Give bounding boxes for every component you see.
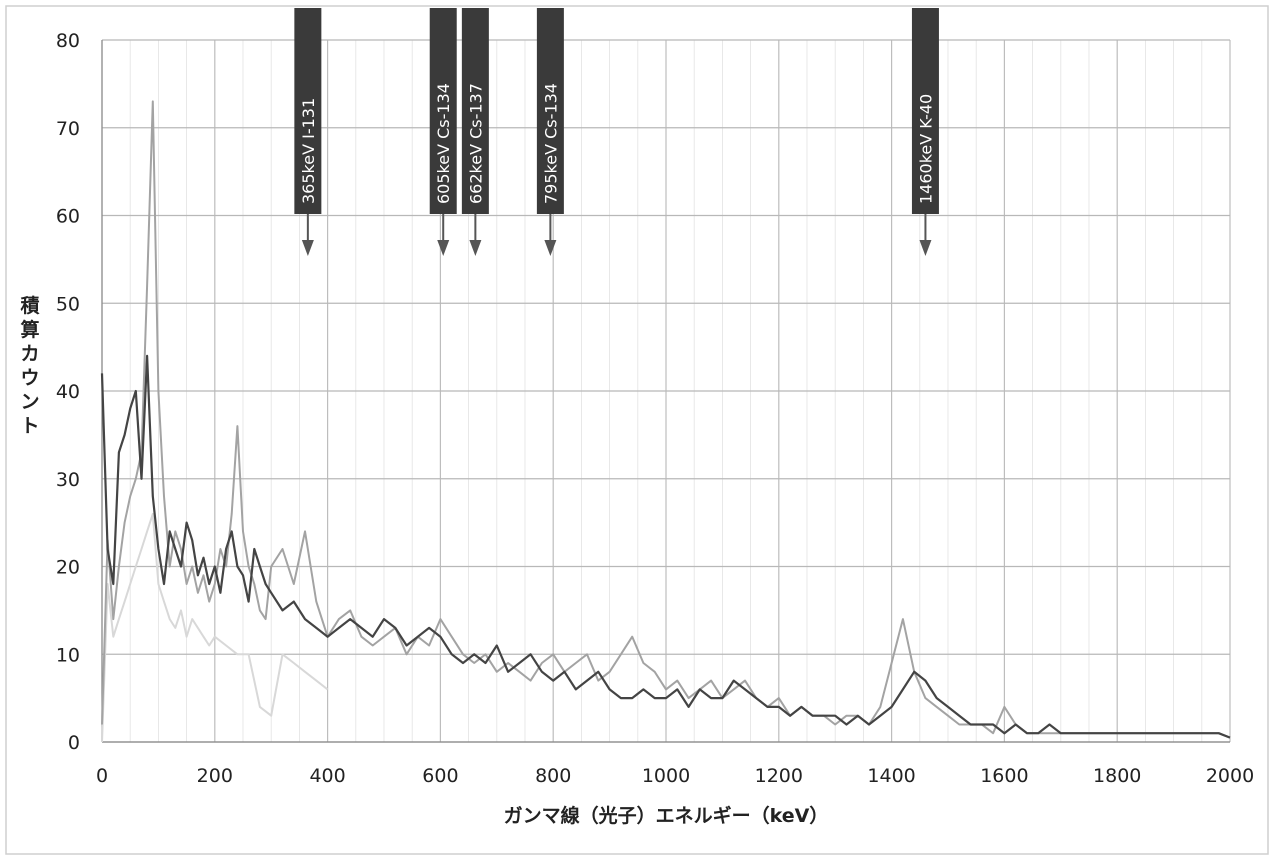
data-series [100,100,1231,743]
y-axis-title-char: 積 [20,294,39,317]
x-tick-label: 1200 [755,765,803,787]
series-line-3 [101,512,329,743]
peak-markers: 365keV I-131 605keV Cs-134 662keV Cs-137 79… [294,8,939,256]
peak-marker-box [294,8,322,214]
peak-marker-label: 605keV Cs-134 [434,83,453,204]
peak-marker-box [429,8,457,214]
x-tick-label: 200 [197,765,233,787]
y-axis-title-char: ン [20,391,39,413]
peak-marker-label: 1460keV K-40 [916,94,935,204]
gridlines [101,39,1231,743]
series-line-1 [100,354,1231,739]
x-tick-label: 1800 [1093,765,1141,787]
chart-border [5,5,1269,855]
y-axis-title-char: カ [20,343,39,365]
y-tick-label: 40 [56,381,80,403]
peak-marker-arrow-head [919,240,932,256]
y-tick-label: 70 [56,118,80,140]
peak-marker: 795keV Cs-134 [536,8,564,256]
peak-marker-arrow-head [469,240,482,256]
x-tick-label: 1400 [867,765,915,787]
peak-marker-label: 795keV Cs-134 [541,83,560,204]
peak-marker-arrow-head [301,240,314,256]
y-axis-title-char: 算 [20,318,39,341]
y-tick-label: 10 [56,644,80,666]
x-tick-label: 2000 [1206,765,1254,787]
peak-marker: 1460keV K-40 [911,8,939,256]
peak-marker-label: 662keV Cs-137 [466,83,485,204]
peak-marker-box [536,8,564,214]
peak-marker-box [461,8,489,214]
y-axis-title-char: ト [20,415,39,437]
x-tick-label: 0 [96,765,108,787]
y-tick-label: 80 [56,30,80,52]
x-tick-label: 600 [422,765,458,787]
x-axis-title: ガンマ線（光子）エネルギー（keV） [504,804,829,827]
y-tick-label: 0 [68,732,80,754]
peak-marker-arrow-head [437,240,450,256]
x-tick-label: 800 [535,765,571,787]
peak-marker: 605keV Cs-134 [429,8,457,256]
peak-marker-box [911,8,939,214]
x-tick-label: 1000 [642,765,690,787]
peak-marker: 365keV I-131 [294,8,322,256]
peak-marker-label: 365keV I-131 [299,98,318,204]
y-tick-label: 60 [56,206,80,228]
peak-marker: 662keV Cs-137 [461,8,489,256]
y-axis-title-char: ウ [20,367,39,389]
y-tick-label: 20 [56,557,80,579]
tick-labels: 0 200 400 600 800 1000 1200 1400 1600 1800 2000 0 10… [56,30,1254,787]
x-tick-label: 400 [309,765,345,787]
x-tick-label: 1600 [980,765,1028,787]
y-tick-label: 50 [56,293,80,315]
y-tick-label: 30 [56,469,80,491]
peak-marker-arrow-head [544,240,557,256]
series-line-2 [101,100,1231,739]
